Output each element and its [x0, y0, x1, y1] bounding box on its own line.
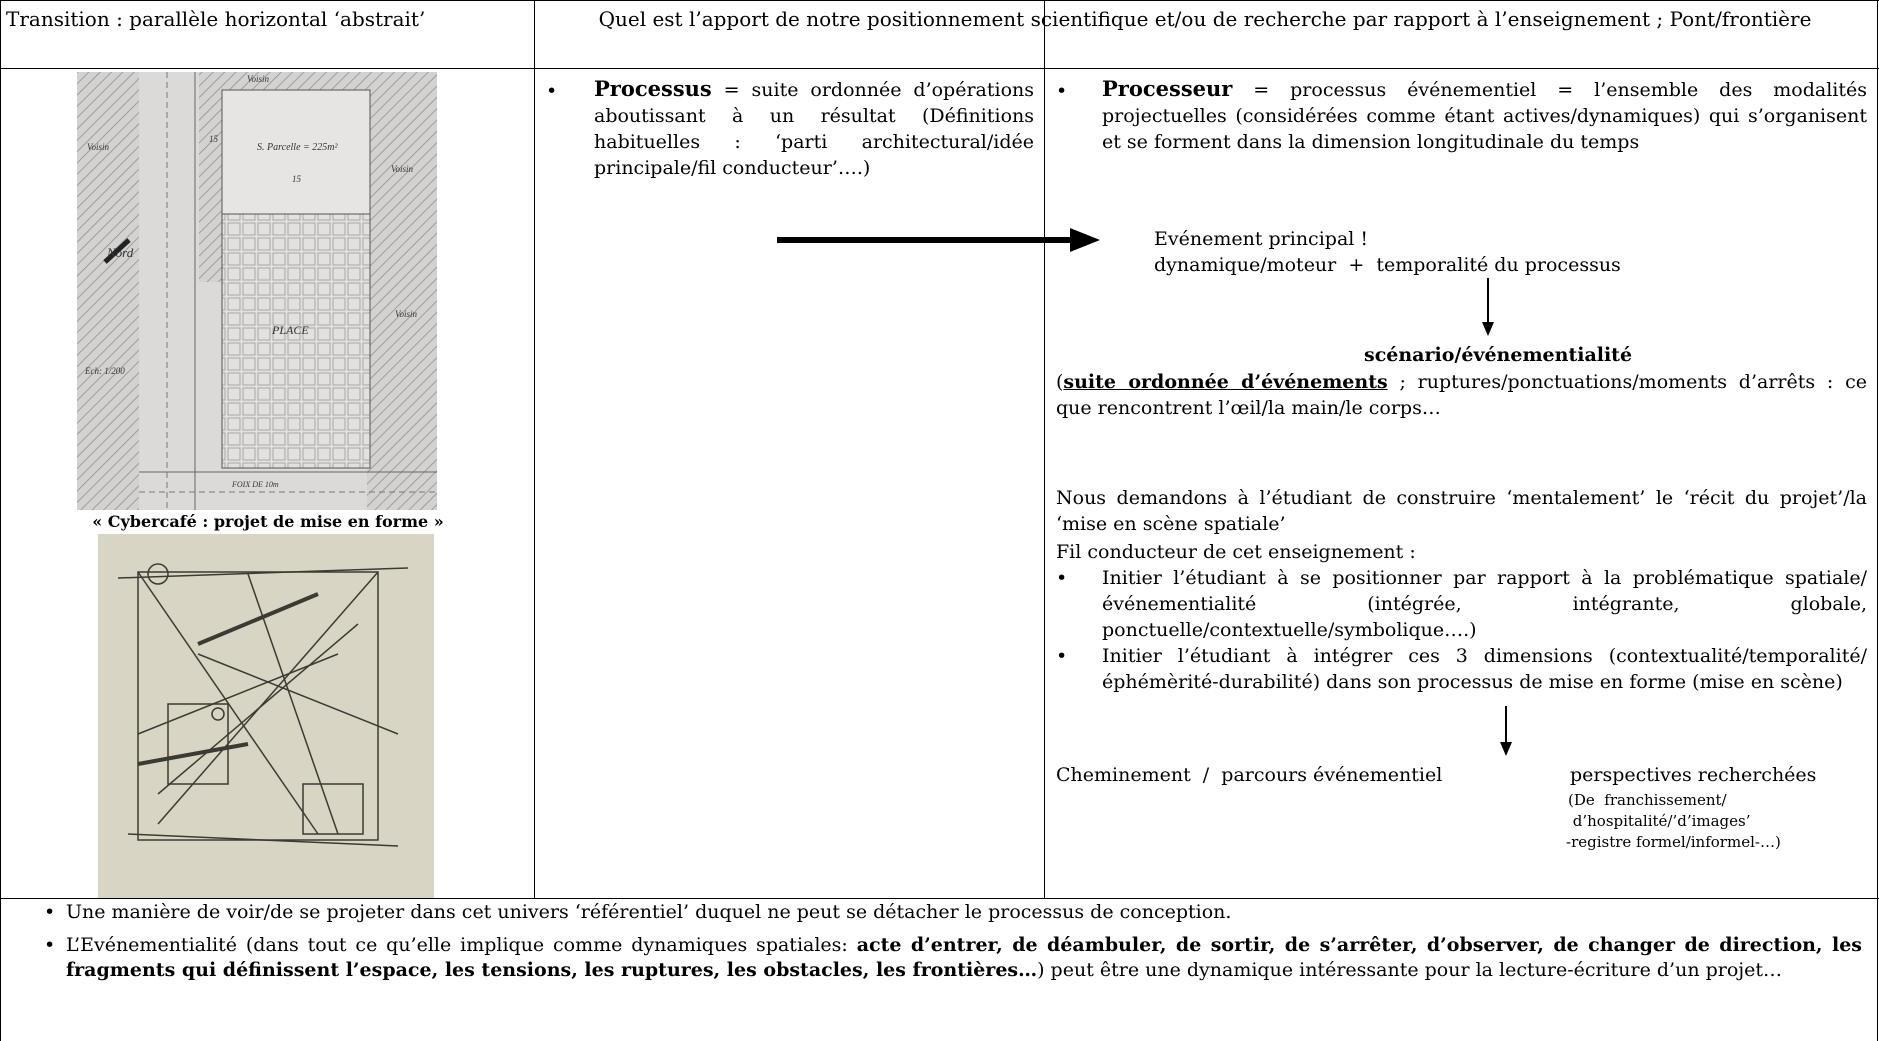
perspectives: perspectives recherchées: [1570, 764, 1817, 786]
definition: = processus événementiel = l’ensemble de…: [1102, 79, 1867, 153]
plan-label: PLACE: [271, 323, 309, 337]
sequence-text: ; ruptures/ponctuations/moments d’arrêts…: [1056, 371, 1867, 419]
bullet: [1056, 565, 1067, 591]
sketch: [98, 534, 434, 898]
table-border: [0, 0, 1879, 1]
column-line: [1044, 0, 1045, 898]
process-definition: Processus = suite ordonnée d’opérations …: [594, 76, 1034, 181]
path: Cheminement / parcours événementiel: [1056, 764, 1443, 786]
definition: = suite ordonnée d’opérations aboutissan…: [594, 79, 1034, 179]
bullet: [1056, 643, 1067, 669]
bullet: [1056, 78, 1067, 104]
guideline: Fil conducteur de cet enseignement :: [1056, 541, 1416, 563]
row-line: [0, 68, 1879, 69]
perspective-note: d’hospitalité/’d’images’: [1568, 812, 1751, 830]
figure-caption: « Cybercafé : projet de mise en forme »: [92, 512, 444, 531]
bullet: [44, 900, 55, 925]
row-line: [0, 898, 1879, 899]
table-border: [1877, 0, 1878, 1041]
event: Evénement principal !: [1154, 228, 1369, 250]
plan-label: 15: [292, 174, 302, 184]
plan-label: Voisin: [87, 142, 110, 152]
column-line: [534, 0, 535, 898]
arrow-down: [1500, 706, 1512, 756]
plan-label: Voisin: [247, 74, 270, 84]
conclusion: L’Evénementialité (dans tout ce qu’elle …: [66, 933, 1862, 983]
request: Nous demandons à l’étudiant de construir…: [1056, 487, 1867, 535]
plan-label: Voisin: [391, 164, 414, 174]
arrow-down: [1482, 278, 1494, 336]
plan-label: S. Parcelle = 225m²: [257, 142, 338, 153]
processor-definition: Processeur = processus événementiel = l’…: [1102, 76, 1867, 155]
table-border: [0, 0, 1, 1041]
plan-label: 15: [209, 134, 219, 144]
term: Processeur: [1102, 76, 1233, 101]
event-detail: dynamique/moteur + temporalité du proces…: [1154, 254, 1621, 276]
plan-label: Voisin: [395, 309, 418, 319]
emphasis: acte d’entrer, de déambuler, de sortir, …: [66, 934, 1862, 981]
plan-label: Ech: 1/200: [84, 366, 125, 376]
conclusion: Une manière de voir/de se projeter dans …: [66, 901, 1232, 923]
text: ) peut être une dynamique intéressante p…: [1037, 959, 1783, 981]
bullet: [44, 933, 55, 958]
header-right: Quel est l’apport de notre positionnemen…: [598, 7, 1812, 31]
perspective-note: (De franchissement/: [1568, 791, 1727, 809]
sequence-term: suite ordonnée d’événements: [1063, 371, 1388, 393]
goal: Initier l’étudiant à se positionner par …: [1102, 567, 1867, 641]
perspective-note: -registre formel/informel-…): [1566, 833, 1781, 851]
site-plan: Voisin Voisin S. Parcelle = 225m² 15 15 …: [77, 72, 437, 510]
goal: Initier l’étudiant à intégrer ces 3 dime…: [1102, 645, 1867, 693]
text: L’Evénementialité (dans tout ce qu’elle …: [66, 934, 857, 956]
paren: (: [1056, 371, 1064, 393]
sequence: (suite ordonnée d’événements ; ruptures/…: [1056, 369, 1867, 421]
arrow: [777, 228, 1100, 252]
scenario: scénario/événementialité: [1364, 344, 1633, 366]
bullet: [546, 78, 557, 104]
term: Processus: [594, 76, 712, 101]
plan-label: Nord: [106, 245, 134, 260]
plan-label: FOIX DE 10m: [231, 480, 279, 489]
header-left: Transition : parallèle horizontal ‘abstr…: [6, 7, 426, 31]
